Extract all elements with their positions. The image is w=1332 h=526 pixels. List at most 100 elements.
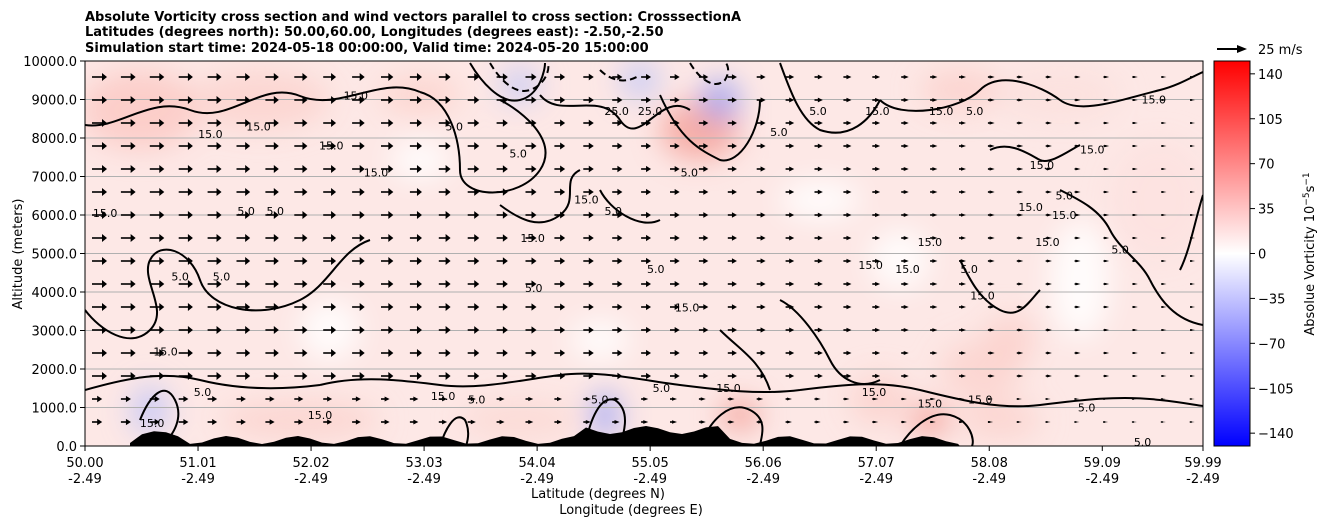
wind-vector-head-206 [416, 188, 422, 196]
wind-vector-head-314 [159, 257, 165, 265]
wind-vector-head-44 [245, 96, 251, 104]
wind-vector-head-334 [731, 258, 737, 264]
wind-vector-head-369 [617, 280, 623, 288]
wind-vector-head-100 [731, 120, 737, 126]
wind-vector-head-435 [273, 326, 279, 334]
wind-vector-head-243 [359, 211, 365, 219]
colorbar-label-text: Absolue Vorticity 10 [1303, 206, 1318, 336]
wind-vector-head-335 [760, 258, 766, 264]
wind-vector-head-97 [646, 119, 652, 127]
wind-vector-head-572 [844, 397, 850, 401]
wind-vector-head-285 [445, 234, 451, 242]
contour-label-24: 15.0 [865, 105, 890, 118]
wind-vector-head-516 [359, 372, 365, 380]
y-tick-label-0: 0.0 [56, 440, 77, 455]
contour-line-24 [699, 406, 764, 446]
wind-vector-head-449 [674, 327, 680, 333]
wind-vector-head-82 [216, 119, 222, 127]
wind-vector-head-417 [875, 304, 881, 310]
wind-vector-head-562 [557, 396, 563, 402]
wind-vector-head-399 [359, 303, 365, 311]
wind-vector-head-488 [674, 350, 680, 356]
contour-lines [85, 62, 1203, 446]
wind-vector-head-90 [445, 119, 451, 127]
wind-vector-head-217 [731, 189, 737, 195]
wind-vector-head-499 [989, 351, 995, 355]
wind-vector-head-591 [269, 419, 275, 425]
wind-vector-head-608 [758, 420, 764, 424]
wind-vector-head-230 [1104, 190, 1110, 194]
wind-vector-head-224 [932, 190, 938, 194]
colorbar-tick-label-6: −70 [1258, 337, 1285, 352]
wind-vector-head-181 [817, 166, 823, 172]
wind-vector-head-522 [531, 372, 537, 380]
wind-vector-head-330 [617, 257, 623, 265]
wind-vector-head-106 [903, 120, 909, 126]
wind-vector-head-152 [1104, 144, 1110, 148]
x-tick-label-lat-2: 52.02 [292, 456, 329, 471]
wind-vector-head-621 [1131, 421, 1137, 423]
wind-vector-head-603 [614, 420, 620, 424]
wind-vector-head-392 [159, 303, 165, 311]
wind-vector-head-178 [731, 166, 737, 172]
wind-vector-head-154 [1161, 145, 1167, 147]
wind-vector-head-513 [273, 372, 279, 380]
wind-vector-head-284 [416, 234, 422, 242]
wind-vector-head-161 [245, 165, 251, 173]
wind-vector-head-510 [187, 372, 193, 380]
wind-vector-head-304 [989, 236, 995, 240]
contour-line-11 [989, 144, 1081, 162]
wind-vector-head-599 [499, 419, 505, 425]
wind-vector-head-302 [932, 236, 938, 240]
wind-vector-head-168 [445, 165, 451, 173]
quiver-key: 25 m/s [1217, 43, 1303, 58]
wind-vector-head-381 [961, 282, 966, 286]
wind-vector-head-529 [731, 373, 737, 379]
wind-vector-head-378 [875, 281, 881, 287]
wind-vector-head-61 [731, 97, 737, 103]
wind-vector-head-480 [445, 349, 451, 357]
wind-vector-head-450 [703, 327, 709, 333]
wind-vector-head-278 [245, 234, 251, 242]
wind-vector-head-359 [331, 280, 337, 288]
contour-label-8: 15.0 [319, 140, 344, 153]
wind-vector-head-196 [130, 188, 136, 196]
wind-vector-head-21 [703, 74, 709, 80]
wind-vector-head-336 [789, 258, 795, 264]
x-tick-label-lon-8: -2.49 [972, 472, 1006, 487]
wind-vector-head-1 [130, 73, 136, 81]
contour-line-1 [419, 91, 547, 194]
wind-vector-head-611 [844, 420, 850, 424]
contour-label-4: 15.0 [246, 120, 271, 133]
wind-vector-head-397 [302, 303, 308, 311]
wind-vector-head-38 [1190, 76, 1196, 78]
wind-vector-head-269 [1104, 213, 1110, 217]
contour-label-10: 15.0 [364, 167, 389, 180]
wind-vector-head-525 [617, 372, 623, 380]
x-tick-label-lat-6: 56.06 [745, 456, 782, 471]
title-line-1: Absolute Vorticity cross section and win… [85, 10, 741, 25]
wind-vector-head-112 [1075, 121, 1081, 125]
wind-vector-head-502 [1075, 351, 1081, 355]
wind-vector-head-220 [817, 189, 823, 195]
wind-vector-head-104 [846, 120, 852, 126]
wind-vector-head-175 [646, 165, 652, 173]
wind-vector-head-256 [731, 212, 737, 218]
wind-vector-head-464 [1104, 328, 1110, 332]
wind-vector-head-491 [760, 350, 766, 356]
wind-vector-head-380 [932, 282, 938, 286]
wind-vector-head-23 [760, 74, 766, 80]
wind-vector-head-526 [646, 372, 652, 380]
wind-vector-head-20 [674, 74, 680, 80]
wind-vector-head-36 [1132, 75, 1138, 79]
wind-vector-head-234 [102, 211, 107, 219]
wind-vector-head-589 [212, 419, 218, 425]
vorticity-blob-2 [380, 75, 460, 115]
wind-vector-head-406 [560, 303, 566, 311]
wind-vector-head-296 [760, 235, 766, 241]
wind-vector-head-423 [1046, 305, 1052, 309]
wind-vector-head-174 [617, 165, 623, 173]
wind-vector-head-179 [760, 166, 766, 172]
wind-vector-head-30 [961, 75, 966, 79]
wind-vector-head-46 [302, 96, 308, 104]
